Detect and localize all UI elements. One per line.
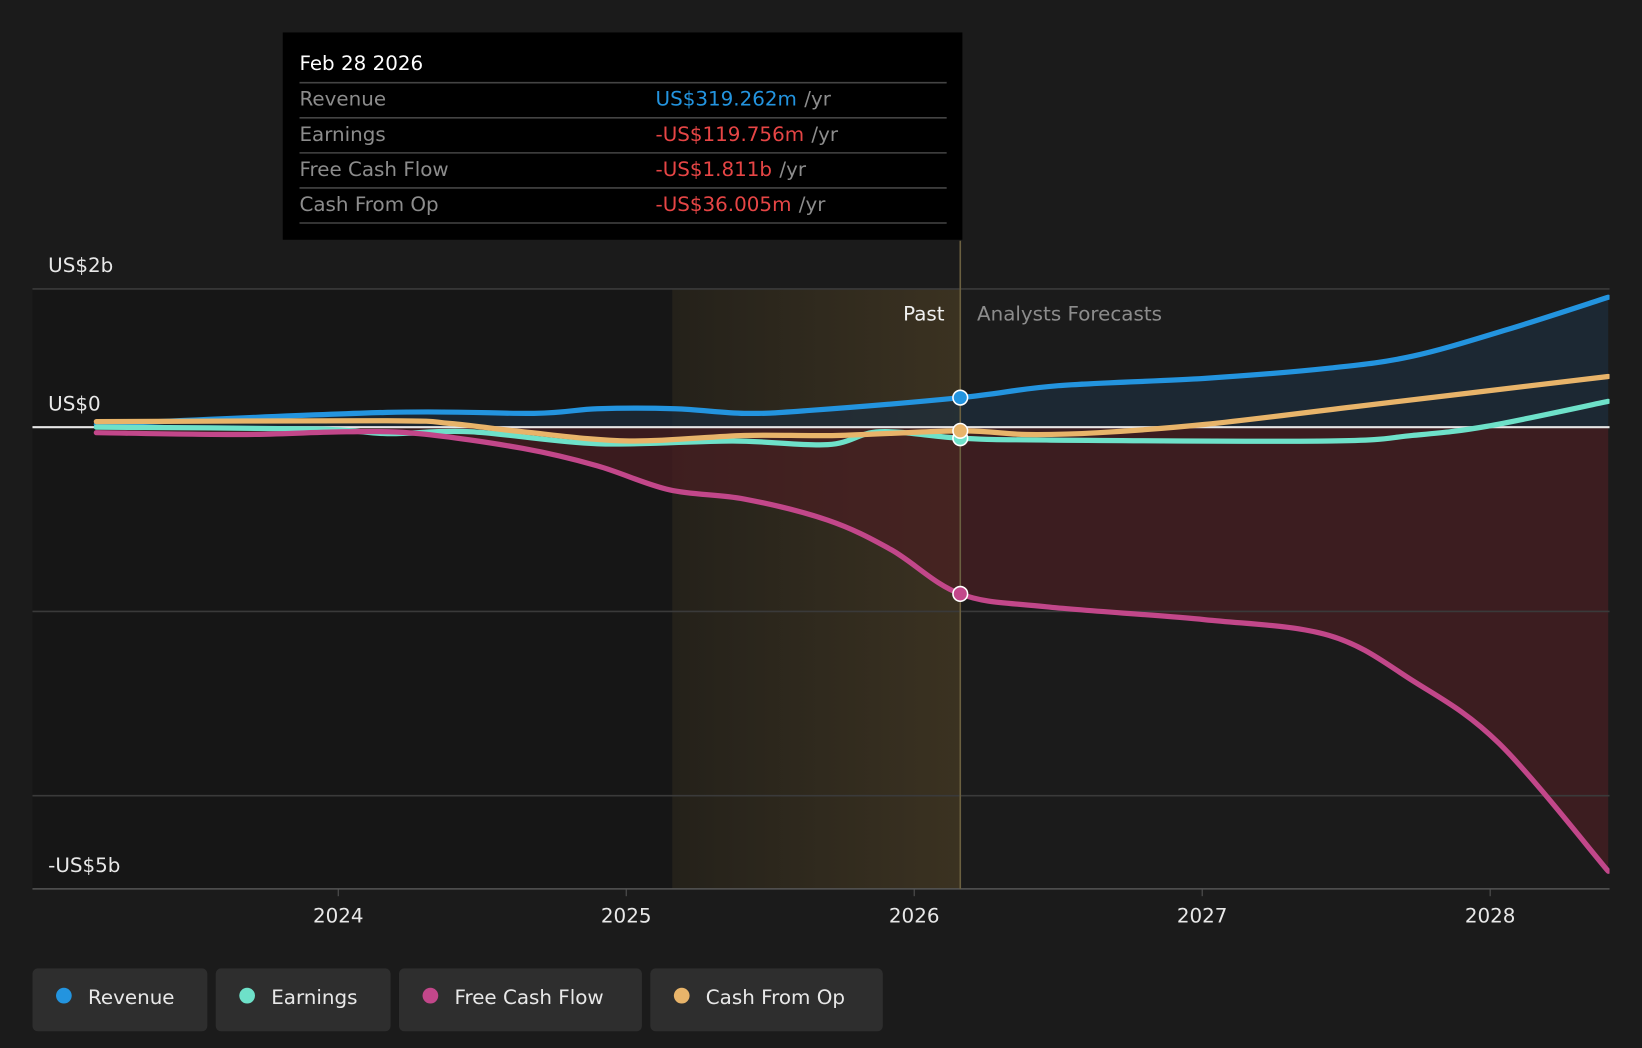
legend-button[interactable] — [215, 968, 391, 1032]
tooltip-date: Feb 28 2026 — [299, 52, 423, 75]
area-revenue — [96, 297, 1609, 428]
tooltip-unit: /yr — [779, 158, 806, 181]
legend-dot-icon — [56, 987, 72, 1004]
tooltip: Feb 28 2026 Revenue US$319.262m/yr Earning… — [282, 32, 963, 240]
history-region — [32, 288, 674, 889]
area-free-cash-flow — [96, 427, 1609, 872]
y-tick-label: US$0 — [48, 392, 100, 415]
line-free-cash-flow — [93, 428, 1610, 874]
legend-item-revenue[interactable]: Revenue — [32, 968, 208, 1032]
legend-button[interactable] — [32, 968, 208, 1032]
y-tick-label: -US$5b — [48, 854, 120, 877]
tooltip-unit: /yr — [811, 123, 838, 146]
point-cash-from-op — [952, 422, 969, 439]
tooltip-label: Cash From Op — [299, 193, 438, 216]
tooltip-value: -US$1.811b — [656, 158, 773, 181]
x-tick-label: 2025 — [601, 904, 652, 927]
point-revenue — [952, 389, 969, 406]
legend-button[interactable] — [650, 968, 883, 1032]
line-cash-from-op — [93, 373, 1610, 444]
legend-label: Cash From Op — [706, 986, 845, 1009]
legend-button[interactable] — [398, 968, 642, 1032]
x-tick-label: 2024 — [313, 904, 364, 927]
legend-dot-icon — [239, 987, 255, 1004]
tooltip-box — [282, 32, 963, 240]
legend-item-free-cash-flow[interactable]: Free Cash Flow — [398, 968, 642, 1032]
legend-label: Free Cash Flow — [454, 986, 603, 1009]
tooltip-value-row: -US$36.005m/yr — [656, 193, 827, 216]
tooltip-value: US$319.262m — [656, 88, 797, 111]
tooltip-label: Earnings — [299, 123, 385, 146]
y-tick-label: US$2b — [48, 254, 113, 277]
legend-dot-icon — [673, 987, 690, 1004]
legend-label: Earnings — [271, 986, 357, 1009]
tooltip-label: Free Cash Flow — [299, 158, 448, 181]
point-free-cash-flow — [952, 585, 969, 603]
tooltip-unit: /yr — [799, 193, 826, 216]
tooltip-value: -US$36.005m — [656, 193, 792, 216]
tooltip-value-row: US$319.262m/yr — [656, 88, 832, 111]
tooltip-value: -US$119.756m — [656, 123, 805, 146]
legend-dot-icon — [422, 987, 439, 1004]
x-tick-label: 2026 — [889, 904, 940, 927]
line-revenue — [93, 294, 1610, 428]
x-tick-label: 2028 — [1465, 904, 1516, 927]
legend-label: Revenue — [88, 986, 175, 1009]
tooltip-unit: /yr — [804, 88, 831, 111]
past-label: Past — [903, 302, 945, 325]
legend-item-earnings[interactable]: Earnings — [215, 968, 391, 1032]
forecast-label: Analysts Forecasts — [977, 302, 1162, 325]
legend-item-cash-from-op[interactable]: Cash From Op — [650, 968, 883, 1032]
tooltip-value-row: -US$1.811b/yr — [656, 158, 807, 181]
tooltip-label: Revenue — [299, 88, 386, 111]
tooltip-value-row: -US$119.756m/yr — [656, 123, 839, 146]
past-band — [672, 288, 961, 889]
x-tick-label: 2027 — [1177, 904, 1228, 927]
